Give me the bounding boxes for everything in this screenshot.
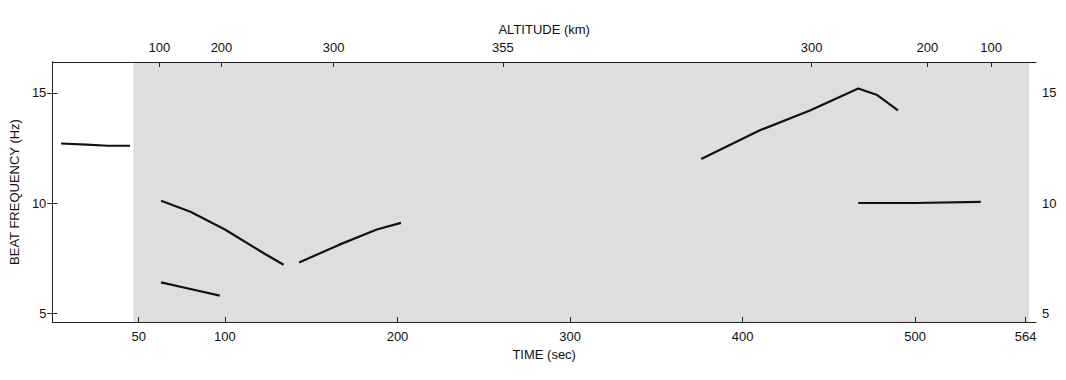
- svg-text:50: 50: [131, 329, 145, 344]
- svg-text:15: 15: [1042, 85, 1056, 100]
- svg-text:100: 100: [980, 40, 1002, 55]
- svg-text:564: 564: [1015, 329, 1037, 344]
- svg-text:TIME (sec): TIME (sec): [512, 347, 576, 362]
- svg-text:300: 300: [323, 40, 345, 55]
- svg-text:200: 200: [211, 40, 233, 55]
- svg-text:100: 100: [214, 329, 236, 344]
- svg-text:355: 355: [492, 40, 514, 55]
- svg-text:200: 200: [916, 40, 938, 55]
- svg-text:200: 200: [387, 329, 409, 344]
- svg-text:100: 100: [149, 40, 171, 55]
- svg-text:400: 400: [732, 329, 754, 344]
- svg-text:10: 10: [32, 196, 46, 211]
- svg-text:300: 300: [801, 40, 823, 55]
- svg-text:10: 10: [1042, 196, 1056, 211]
- svg-text:300: 300: [559, 329, 581, 344]
- svg-text:15: 15: [32, 85, 46, 100]
- svg-text:5: 5: [39, 306, 46, 321]
- svg-text:ALTITUDE (km): ALTITUDE (km): [498, 22, 589, 37]
- svg-text:5: 5: [1042, 306, 1049, 321]
- svg-text:500: 500: [904, 329, 926, 344]
- svg-text:BEAT FREQUENCY (Hz): BEAT FREQUENCY (Hz): [7, 119, 22, 265]
